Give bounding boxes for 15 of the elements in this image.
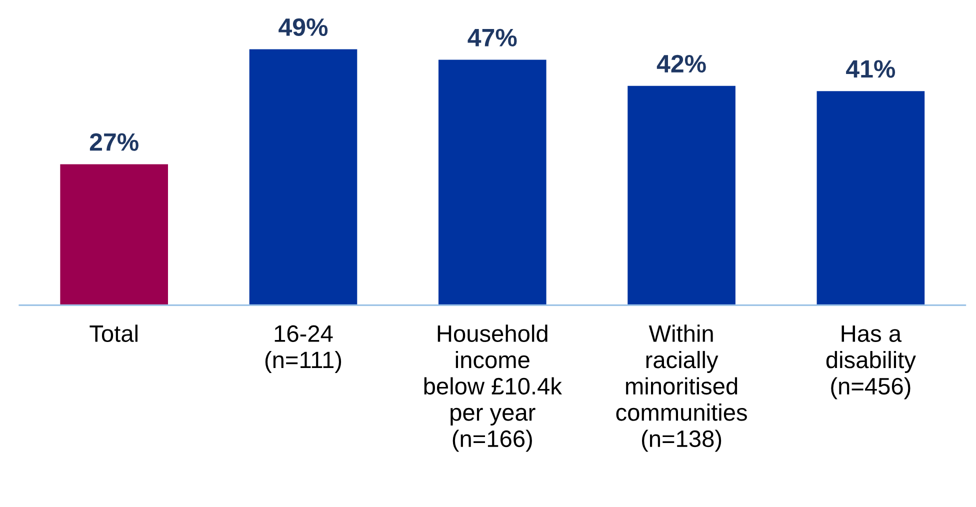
bar [60,164,168,306]
x-tick-label: Total [90,324,138,342]
bar [628,86,736,306]
x-tick-label: Within racially minoritised communities (n=138) [616,324,747,452]
data-label: 42% [656,54,706,73]
data-label: 27% [90,133,138,151]
data-label: 41% [846,60,896,78]
x-tick-label: 16-24 (n=111) [265,325,342,373]
x-tick-label: Has a disability (n=456) [826,326,916,400]
bar [249,49,358,306]
bar [816,91,925,306]
x-tick-label: Household income below £10.4k per year (n=166) [424,324,562,452]
data-label: 49% [278,18,328,36]
bar [438,60,546,306]
data-label: 47% [468,28,517,46]
